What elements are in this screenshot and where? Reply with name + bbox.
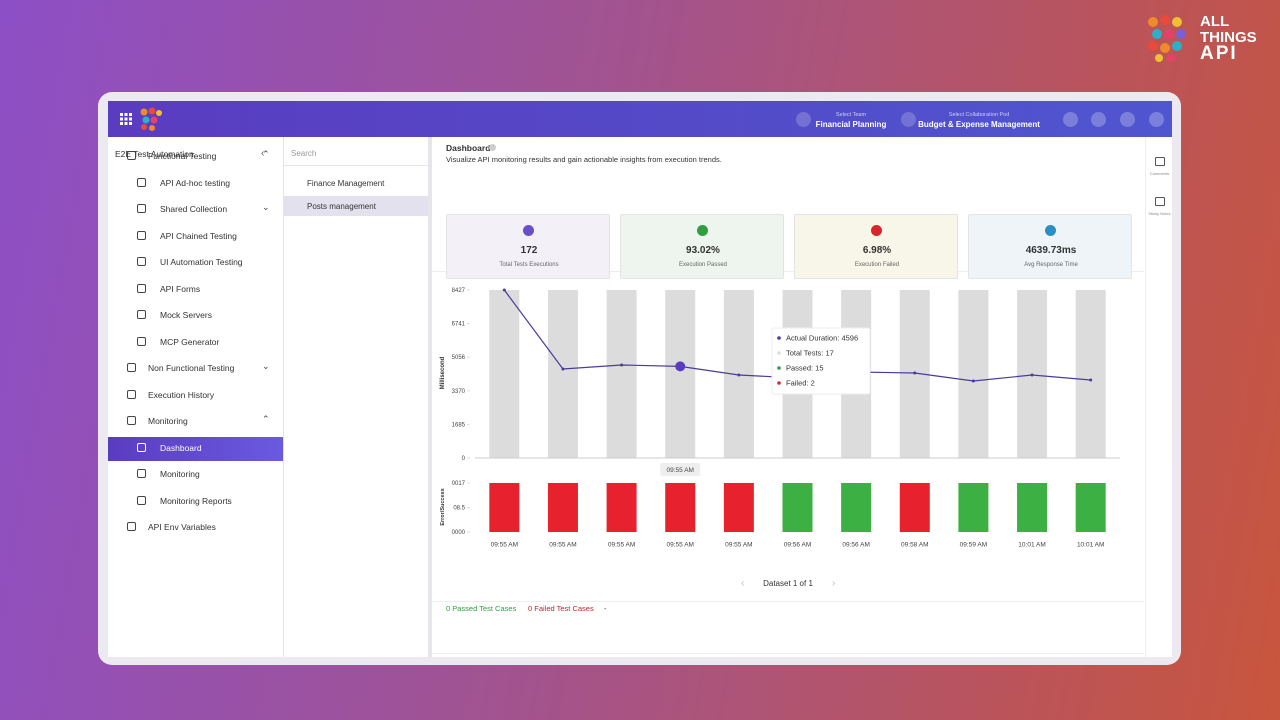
team-label: Select Team xyxy=(835,112,867,118)
brand-line: THINGS xyxy=(1200,29,1257,46)
chevron[interactable]: ⌃ xyxy=(262,414,270,424)
card-value: 6.98% xyxy=(862,245,892,256)
right-rail: Comments Sticky Notes xyxy=(1145,137,1172,657)
card-label: Avg Response Time xyxy=(1024,262,1078,268)
app-screen: Select Team Financial Planning Select Co… xyxy=(108,101,1172,657)
nav-icon xyxy=(127,151,136,160)
nav-icon xyxy=(137,283,146,293)
nav-item[interactable]: Mock Servers xyxy=(160,310,212,320)
stat-card: 93.02% Execution Passed xyxy=(620,214,784,279)
nav-item[interactable]: Dashboard xyxy=(160,442,202,453)
page-title: Dashboard xyxy=(446,143,491,153)
top-bar: Select Team Financial Planning Select Co… xyxy=(108,101,1172,137)
panel-item[interactable]: Posts management xyxy=(307,202,376,211)
nav-item[interactable]: Non Functional Testing xyxy=(148,363,235,373)
notifications-button[interactable] xyxy=(1120,112,1135,127)
rail-icon[interactable] xyxy=(1155,157,1165,166)
sidebar-title: E2E Test Automation xyxy=(115,149,194,159)
card-label: Execution Passed xyxy=(678,262,728,268)
nav-item[interactable]: Monitoring xyxy=(148,416,188,426)
main-content: Dashboard Visualize API monitoring resul… xyxy=(432,137,1144,657)
passed-summary: 0 Passed Test Cases xyxy=(446,604,517,613)
brand-logo: ALL THINGS API xyxy=(1145,14,1260,64)
nav-item[interactable]: API Ad-hoc testing xyxy=(160,177,230,188)
app-logo xyxy=(140,107,162,131)
card-icon xyxy=(523,225,534,236)
card-icon xyxy=(871,225,882,236)
rail-label: Comments xyxy=(1149,171,1170,176)
info-icon[interactable] xyxy=(489,144,496,151)
nav-item[interactable]: Execution History xyxy=(148,389,215,400)
stat-card: 4639.73ms Avg Response Time xyxy=(968,214,1132,279)
search-input[interactable]: Search xyxy=(291,149,317,158)
nav-item[interactable]: Functional Testing xyxy=(148,151,217,161)
chevron[interactable]: ⌄ xyxy=(262,202,270,212)
card-value: 4639.73ms xyxy=(1025,245,1077,256)
pod-label: Select Collaboration Pod xyxy=(948,112,1010,118)
pod-icon xyxy=(901,112,916,127)
nav-icon xyxy=(127,363,136,372)
card-label: Total Tests Executions xyxy=(499,262,559,268)
nav-item[interactable]: API Forms xyxy=(160,283,201,294)
selected-row xyxy=(284,196,428,216)
nav-icon xyxy=(127,522,136,531)
other-summary: - xyxy=(604,604,607,613)
card-icon xyxy=(1045,225,1056,236)
team-value[interactable]: Financial Planning xyxy=(815,120,887,129)
stat-card: 172 Total Tests Executions xyxy=(446,214,610,279)
brand-line: ALL xyxy=(1200,13,1230,30)
card-value: 93.02% xyxy=(686,245,720,256)
brand-mark xyxy=(1148,15,1186,62)
nav-icon xyxy=(137,177,146,187)
chevron[interactable]: ⌃ xyxy=(262,149,270,159)
translate-button[interactable] xyxy=(1063,112,1078,127)
sidebar: E2E Test Automation ‹ Functional Testing… xyxy=(108,137,284,657)
next-page[interactable]: › xyxy=(832,578,836,589)
pod-value[interactable]: Budget & Expense Management xyxy=(918,120,1040,129)
divider xyxy=(432,601,1144,602)
divider xyxy=(432,271,1144,272)
prev-page[interactable]: ‹ xyxy=(741,578,745,589)
nav-icon xyxy=(137,230,146,240)
stat-card: 6.98% Execution Failed xyxy=(794,214,958,279)
nav-item[interactable]: MCP Generator xyxy=(160,336,220,347)
apps-icon[interactable] xyxy=(120,113,132,125)
card-value: 172 xyxy=(520,245,538,256)
brand-line: API xyxy=(1200,43,1238,64)
nav-item[interactable]: UI Automation Testing xyxy=(160,257,243,267)
rail-icon[interactable] xyxy=(1155,197,1165,206)
nav-icon xyxy=(137,442,146,452)
nav-item[interactable]: API Chained Testing xyxy=(160,230,237,241)
nav-icon xyxy=(137,257,146,266)
rail-label: Sticky Notes xyxy=(1148,211,1171,216)
theme-button[interactable] xyxy=(1091,112,1106,127)
pagination: Dataset 1 of 1 xyxy=(763,579,813,588)
nav-item[interactable]: Shared Collection xyxy=(160,204,228,214)
page-subtitle: Visualize API monitoring results and gai… xyxy=(446,155,722,164)
nav-icon xyxy=(137,469,146,478)
collapse-sidebar[interactable]: ‹ xyxy=(261,148,265,159)
nav-icon xyxy=(127,416,136,425)
nav-item[interactable]: API Env Variables xyxy=(148,522,216,532)
nav-icon xyxy=(137,310,146,319)
failed-summary: 0 Failed Test Cases xyxy=(528,604,594,613)
chevron[interactable]: ⌄ xyxy=(262,361,270,371)
nav-icon xyxy=(127,389,136,399)
secondary-panel: Search Finance Management Posts managemen… xyxy=(284,137,432,657)
nav-icon xyxy=(137,336,146,346)
divider xyxy=(284,165,428,166)
nav-item[interactable]: Monitoring Reports xyxy=(160,495,232,506)
panel-item[interactable]: Finance Management xyxy=(307,179,385,188)
nav-icon xyxy=(137,204,146,213)
team-icon xyxy=(796,112,811,127)
card-icon xyxy=(697,225,708,236)
divider xyxy=(432,653,1144,654)
nav-icon xyxy=(137,495,146,505)
card-label: Execution Failed xyxy=(854,262,900,268)
nav-item[interactable]: Monitoring xyxy=(160,469,200,479)
profile-button[interactable] xyxy=(1149,112,1164,127)
